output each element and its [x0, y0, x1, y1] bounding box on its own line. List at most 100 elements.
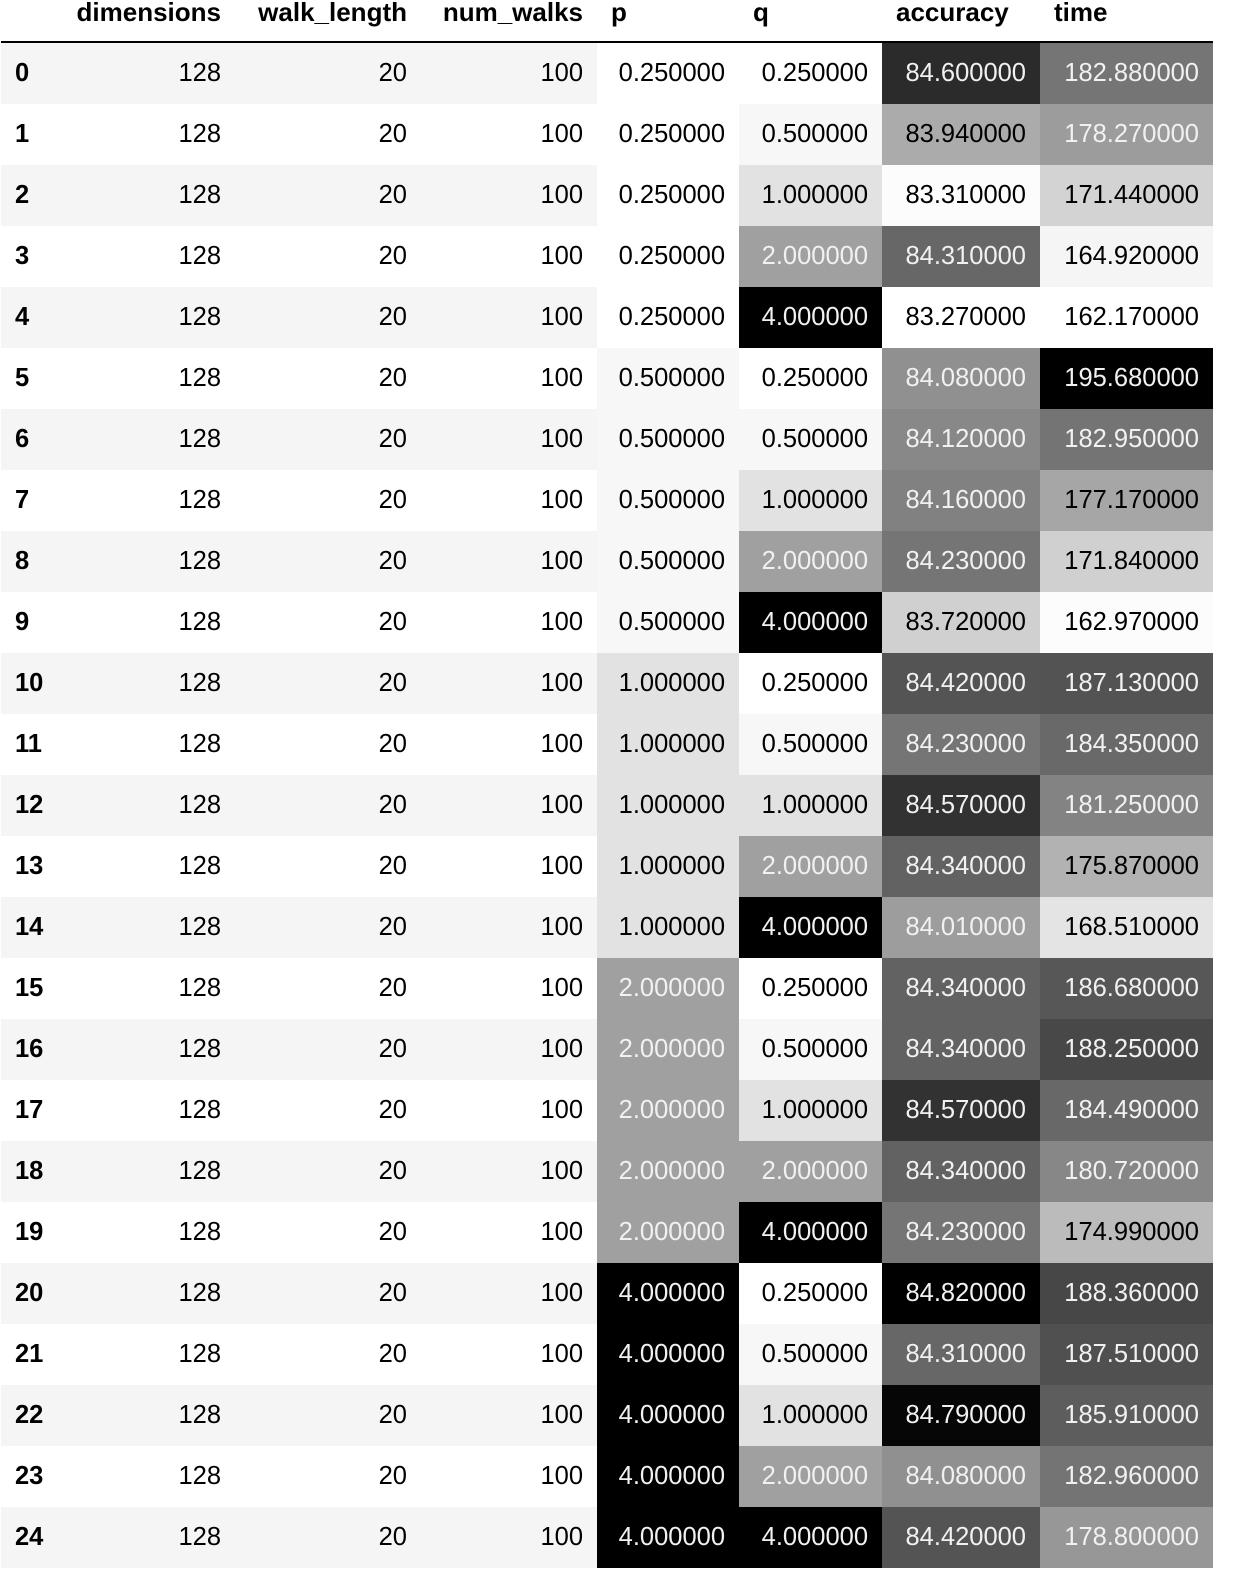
table-row: 16 128 20 100 2.000000 0.500000 84.340000 188.2… [1, 1019, 1213, 1080]
cell-dimensions: 128 [60, 287, 235, 348]
header-dimensions: dimensions [60, 0, 235, 43]
cell-q: 4.000000 [739, 592, 882, 653]
cell-walk-length: 20 [235, 348, 421, 409]
cell-dimensions: 128 [60, 1507, 235, 1568]
table-row: 9 128 20 100 0.500000 4.000000 83.720000 162.97… [1, 592, 1213, 653]
cell-p: 4.000000 [597, 1263, 739, 1324]
cell-walk-length: 20 [235, 409, 421, 470]
cell-time: 164.920000 [1040, 226, 1213, 287]
cell-dimensions: 128 [60, 958, 235, 1019]
cell-num-walks: 100 [421, 531, 597, 592]
row-index: 8 [1, 531, 60, 592]
cell-q: 2.000000 [739, 836, 882, 897]
cell-accuracy: 84.230000 [882, 1202, 1040, 1263]
cell-dimensions: 128 [60, 470, 235, 531]
cell-num-walks: 100 [421, 1324, 597, 1385]
row-index: 2 [1, 165, 60, 226]
cell-accuracy: 84.570000 [882, 775, 1040, 836]
header-index [1, 0, 60, 43]
cell-walk-length: 20 [235, 531, 421, 592]
cell-num-walks: 100 [421, 1507, 597, 1568]
table-row: 5 128 20 100 0.500000 0.250000 84.080000 195.68… [1, 348, 1213, 409]
cell-time: 178.800000 [1040, 1507, 1213, 1568]
table-row: 8 128 20 100 0.500000 2.000000 84.230000 171.84… [1, 531, 1213, 592]
cell-accuracy: 84.420000 [882, 653, 1040, 714]
cell-num-walks: 100 [421, 104, 597, 165]
cell-time: 162.170000 [1040, 287, 1213, 348]
cell-p: 1.000000 [597, 653, 739, 714]
cell-time: 182.950000 [1040, 409, 1213, 470]
row-index: 24 [1, 1507, 60, 1568]
cell-q: 0.500000 [739, 409, 882, 470]
cell-walk-length: 20 [235, 836, 421, 897]
cell-p: 0.250000 [597, 226, 739, 287]
table-row: 6 128 20 100 0.500000 0.500000 84.120000 182.95… [1, 409, 1213, 470]
cell-dimensions: 128 [60, 348, 235, 409]
cell-dimensions: 128 [60, 226, 235, 287]
cell-accuracy: 84.600000 [882, 42, 1040, 104]
cell-q: 0.250000 [739, 348, 882, 409]
cell-time: 195.680000 [1040, 348, 1213, 409]
row-index: 16 [1, 1019, 60, 1080]
row-index: 5 [1, 348, 60, 409]
cell-dimensions: 128 [60, 1263, 235, 1324]
cell-q: 0.250000 [739, 958, 882, 1019]
cell-walk-length: 20 [235, 592, 421, 653]
cell-walk-length: 20 [235, 1141, 421, 1202]
cell-p: 2.000000 [597, 1080, 739, 1141]
cell-accuracy: 84.230000 [882, 714, 1040, 775]
cell-p: 2.000000 [597, 1141, 739, 1202]
cell-p: 0.250000 [597, 42, 739, 104]
cell-num-walks: 100 [421, 470, 597, 531]
cell-time: 171.840000 [1040, 531, 1213, 592]
table-row: 7 128 20 100 0.500000 1.000000 84.160000 177.17… [1, 470, 1213, 531]
cell-time: 174.990000 [1040, 1202, 1213, 1263]
cell-time: 168.510000 [1040, 897, 1213, 958]
cell-p: 4.000000 [597, 1385, 739, 1446]
cell-walk-length: 20 [235, 1324, 421, 1385]
cell-accuracy: 84.340000 [882, 1141, 1040, 1202]
table-row: 17 128 20 100 2.000000 1.000000 84.570000 184.4… [1, 1080, 1213, 1141]
cell-accuracy: 83.940000 [882, 104, 1040, 165]
table-row: 13 128 20 100 1.000000 2.000000 84.340000 175.8… [1, 836, 1213, 897]
dataframe-table: dimensions walk_length num_walks p q acc… [1, 0, 1213, 1568]
cell-p: 1.000000 [597, 836, 739, 897]
cell-accuracy: 84.310000 [882, 226, 1040, 287]
cell-q: 1.000000 [739, 775, 882, 836]
table-row: 14 128 20 100 1.000000 4.000000 84.010000 168.5… [1, 897, 1213, 958]
cell-num-walks: 100 [421, 775, 597, 836]
cell-time: 182.960000 [1040, 1446, 1213, 1507]
cell-q: 2.000000 [739, 226, 882, 287]
cell-q: 4.000000 [739, 897, 882, 958]
row-index: 4 [1, 287, 60, 348]
cell-time: 182.880000 [1040, 42, 1213, 104]
cell-p: 4.000000 [597, 1324, 739, 1385]
table-row: 3 128 20 100 0.250000 2.000000 84.310000 164.92… [1, 226, 1213, 287]
cell-walk-length: 20 [235, 165, 421, 226]
table-row: 23 128 20 100 4.000000 2.000000 84.080000 182.9… [1, 1446, 1213, 1507]
row-index: 10 [1, 653, 60, 714]
cell-accuracy: 84.080000 [882, 1446, 1040, 1507]
cell-walk-length: 20 [235, 287, 421, 348]
row-index: 22 [1, 1385, 60, 1446]
cell-num-walks: 100 [421, 1263, 597, 1324]
cell-dimensions: 128 [60, 1385, 235, 1446]
row-index: 19 [1, 1202, 60, 1263]
cell-p: 2.000000 [597, 958, 739, 1019]
row-index: 0 [1, 42, 60, 104]
cell-walk-length: 20 [235, 42, 421, 104]
cell-accuracy: 84.340000 [882, 836, 1040, 897]
cell-num-walks: 100 [421, 1019, 597, 1080]
table-row: 18 128 20 100 2.000000 2.000000 84.340000 180.7… [1, 1141, 1213, 1202]
cell-walk-length: 20 [235, 897, 421, 958]
cell-q: 0.500000 [739, 104, 882, 165]
table-row: 2 128 20 100 0.250000 1.000000 83.310000 171.44… [1, 165, 1213, 226]
table-row: 20 128 20 100 4.000000 0.250000 84.820000 188.3… [1, 1263, 1213, 1324]
cell-dimensions: 128 [60, 714, 235, 775]
cell-dimensions: 128 [60, 1141, 235, 1202]
cell-time: 171.440000 [1040, 165, 1213, 226]
row-index: 1 [1, 104, 60, 165]
cell-time: 186.680000 [1040, 958, 1213, 1019]
cell-walk-length: 20 [235, 1446, 421, 1507]
cell-dimensions: 128 [60, 775, 235, 836]
